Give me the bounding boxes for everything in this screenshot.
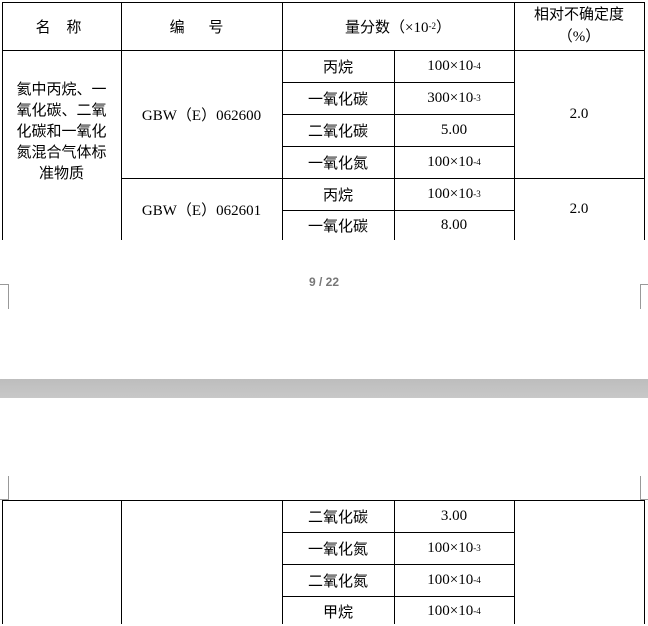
margin-corner-mark: [640, 476, 648, 500]
value-cell: 100×10 -3: [427, 185, 481, 202]
component-cell: 丙烷: [322, 187, 353, 204]
component-cell: 二氧化碳: [307, 509, 368, 526]
page-indicator: 9 / 22: [308, 275, 340, 289]
header-uncertainty: 相对不确定度（%）: [533, 7, 624, 45]
component-cell: 一氧化氮: [307, 541, 368, 558]
value-cell: 8.00: [440, 216, 468, 233]
margin-corner-mark: [0, 284, 9, 309]
header-code: 编 号: [169, 19, 234, 36]
uncertainty-cell: 2.0: [569, 105, 589, 122]
component-cell: 一氧化氮: [307, 155, 368, 172]
component-cell: 一氧化碳: [307, 218, 368, 235]
page-separator: [0, 379, 648, 398]
value-cell: 3.00: [440, 507, 468, 524]
value-cell: 100×10 -4: [427, 602, 481, 619]
value-cell: 100×10 -4: [427, 571, 481, 588]
margin-corner-mark: [0, 476, 9, 500]
component-cell: 甲烷: [322, 604, 353, 621]
margin-corner-mark: [640, 284, 648, 309]
component-cell: 二氧化氮: [307, 573, 368, 590]
value-cell: 100×10 -4: [427, 57, 481, 74]
header-name: 名 称: [35, 19, 88, 36]
value-cell: 100×10 -3: [427, 539, 481, 556]
component-cell: 丙烷: [322, 59, 353, 76]
value-cell: 300×10 -3: [427, 89, 481, 106]
header-fraction: 量分数（×10 -2）: [345, 19, 451, 36]
code-cell: GBW（E）062601: [141, 202, 262, 219]
uncertainty-cell: 2.0: [569, 200, 589, 217]
code-cell: GBW（E）062600: [141, 107, 262, 124]
component-cell: 二氧化碳: [307, 123, 368, 140]
value-cell: 5.00: [440, 121, 468, 138]
substance-name: 氦中丙烷、一氧化碳、二氧化碳和一氧化氮混合气体标准物质: [16, 82, 107, 182]
value-cell: 100×10 -4: [427, 153, 481, 170]
component-cell: 一氧化碳: [307, 91, 368, 108]
